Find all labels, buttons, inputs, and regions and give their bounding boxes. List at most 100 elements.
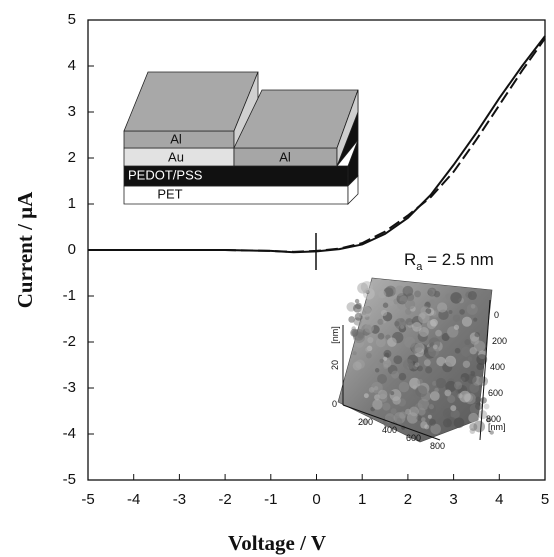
afm-texture: [468, 412, 479, 424]
x-tick-label: -4: [127, 491, 140, 508]
afm-texture: [429, 299, 435, 306]
afm-texture: [486, 417, 492, 423]
afm-texture: [398, 381, 410, 393]
afm-texture: [454, 381, 463, 390]
afm-tick: 400: [490, 362, 505, 372]
afm-texture: [378, 290, 387, 299]
afm-texture: [382, 359, 392, 368]
afm-texture: [384, 352, 390, 358]
afm-texture: [427, 414, 432, 419]
afm-texture: [375, 337, 386, 348]
afm-texture: [474, 402, 483, 411]
afm-axis: [479, 299, 491, 441]
afm-texture: [405, 318, 413, 326]
afm-image: [337, 277, 494, 443]
afm-texture: [475, 396, 482, 403]
afm-texture: [362, 419, 369, 426]
y-tick-label: 4: [68, 57, 76, 74]
afm-texture: [377, 389, 388, 400]
layer-label: PET: [157, 186, 182, 201]
afm-texture: [414, 290, 422, 298]
afm-texture: [393, 355, 403, 365]
afm-texture: [429, 391, 440, 401]
x-tick-label: 3: [449, 491, 457, 508]
afm-texture: [377, 373, 388, 384]
afm-texture: [350, 328, 359, 337]
afm-texture: [429, 418, 436, 426]
afm-texture: [382, 402, 391, 411]
afm-texture: [409, 377, 421, 389]
y-tick-label: 2: [68, 149, 76, 166]
afm-texture: [450, 405, 457, 412]
x-tick-label: -5: [81, 491, 94, 508]
y-tick-label: -1: [63, 287, 76, 304]
afm-texture: [380, 309, 388, 317]
afm-texture: [467, 290, 477, 301]
afm-texture: [460, 346, 472, 357]
afm-texture: [425, 366, 433, 374]
afm-texture: [365, 347, 370, 352]
afm-texture: [357, 282, 369, 294]
afm-texture: [402, 285, 414, 297]
x-tick-label: 1: [358, 491, 366, 508]
layer-label: PEDOT/PSS: [128, 167, 203, 182]
afm-texture: [459, 309, 465, 315]
afm-texture: [480, 397, 487, 404]
afm-tick: 200: [492, 336, 507, 346]
afm-texture: [414, 362, 420, 368]
x-axis-label: Voltage / V: [228, 531, 326, 555]
afm-texture: [432, 344, 438, 350]
afm-texture: [387, 337, 397, 347]
afm-texture: [391, 370, 400, 379]
x-tick-label: 2: [404, 491, 412, 508]
x-tick-label: -3: [173, 491, 186, 508]
afm-texture: [464, 339, 471, 346]
afm-texture: [379, 358, 384, 363]
layer-label: Al: [170, 131, 182, 146]
x-tick-label: 0: [312, 491, 320, 508]
afm-texture: [405, 408, 412, 415]
afm-tick: 0: [494, 310, 499, 320]
afm-texture: [442, 418, 452, 428]
afm-texture: [412, 385, 418, 390]
afm-axis: [342, 404, 441, 441]
layer-label: Au: [168, 149, 184, 164]
afm-texture: [410, 341, 423, 354]
afm-texture: [423, 359, 431, 367]
afm-texture: [394, 321, 400, 327]
afm-texture: [402, 359, 414, 370]
device-schematic: [123, 71, 359, 205]
y-tick-label: 1: [68, 195, 76, 212]
afm-texture: [448, 310, 453, 315]
afm-texture: [390, 391, 395, 396]
afm-texture: [354, 312, 363, 321]
afm-texture: [450, 292, 462, 304]
afm-texture: [445, 380, 457, 392]
afm-texture: [348, 316, 355, 323]
afm-tick: 20: [330, 360, 340, 370]
afm-texture: [453, 417, 465, 429]
afm-texture: [461, 316, 473, 327]
x-tick-label: 4: [495, 491, 503, 508]
afm-texture: [377, 318, 384, 325]
afm-tick: 800: [486, 414, 501, 424]
y-tick-label: 5: [68, 11, 76, 28]
afm-texture: [374, 368, 380, 373]
afm-texture: [424, 424, 430, 430]
afm-tick: 600: [406, 433, 421, 443]
x-tick-label: 5: [541, 491, 549, 508]
afm-texture: [390, 408, 397, 415]
afm-texture: [434, 387, 439, 393]
afm-texture: [430, 318, 438, 327]
y-tick-label: -3: [63, 379, 76, 396]
afm-texture: [415, 385, 428, 398]
afm-texture: [435, 329, 442, 337]
x-tick-label: -2: [218, 491, 231, 508]
afm-texture: [421, 417, 426, 422]
y-tick-label: 3: [68, 103, 76, 120]
afm-texture: [405, 308, 412, 315]
y-tick-label: -2: [63, 333, 76, 350]
afm-texture: [417, 378, 423, 385]
afm-texture: [473, 317, 478, 322]
